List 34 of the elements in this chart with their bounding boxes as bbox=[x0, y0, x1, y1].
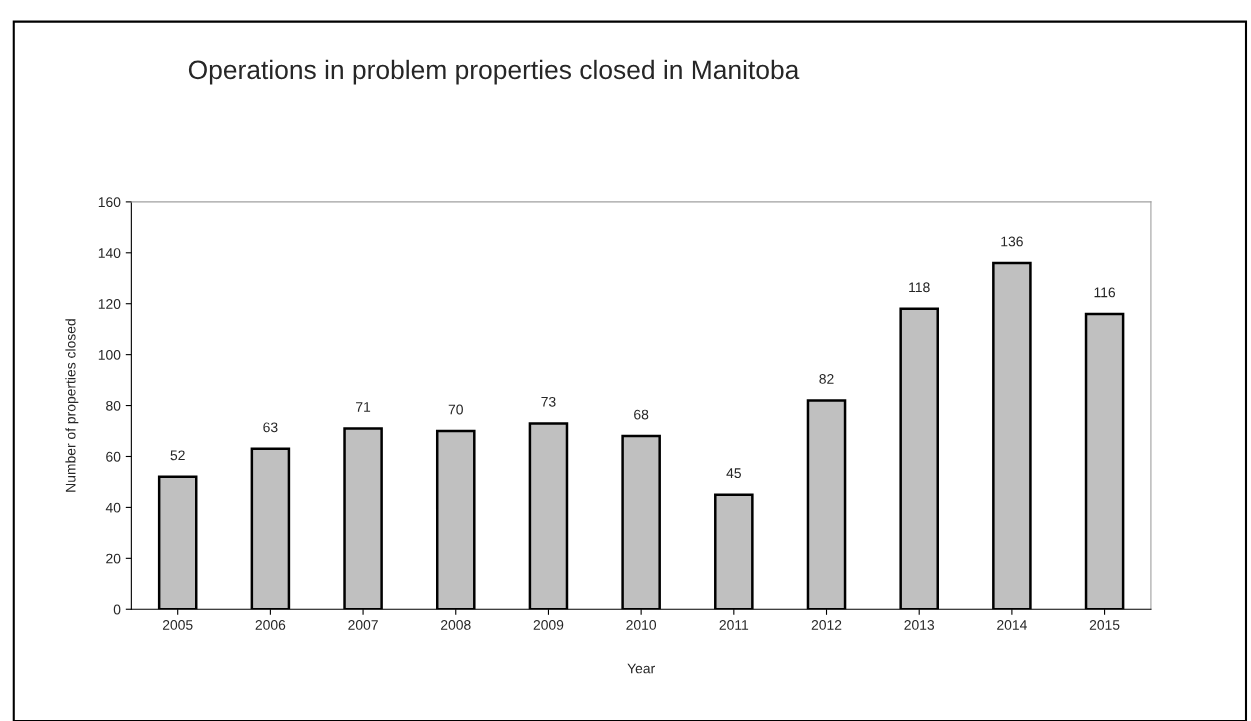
data-label: 45 bbox=[726, 468, 741, 479]
y-tick-label: 20 bbox=[106, 553, 121, 564]
data-label: 136 bbox=[1001, 236, 1023, 247]
y-axis-title: Number of properties closed bbox=[65, 319, 79, 492]
x-tick-label: 2009 bbox=[533, 620, 564, 630]
data-label: 68 bbox=[634, 409, 649, 420]
data-label: 63 bbox=[263, 422, 278, 433]
data-label: 71 bbox=[356, 402, 371, 412]
y-tick-label: 120 bbox=[98, 299, 121, 309]
x-tick-label: 2012 bbox=[811, 620, 842, 630]
data-label: 73 bbox=[541, 396, 556, 407]
x-tick-label: 2010 bbox=[626, 620, 657, 630]
x-tick-label: 2014 bbox=[997, 620, 1027, 630]
data-label: 52 bbox=[170, 450, 185, 461]
y-tick-label: 100 bbox=[98, 349, 121, 360]
y-tick-label: 0 bbox=[113, 604, 121, 615]
x-tick-label: 2005 bbox=[162, 620, 193, 630]
data-label: 82 bbox=[819, 374, 834, 384]
x-tick-label: 2013 bbox=[904, 620, 935, 630]
y-tick-label: 80 bbox=[106, 400, 121, 411]
y-tick-label: 60 bbox=[106, 451, 121, 462]
x-tick-label: 2006 bbox=[255, 620, 286, 630]
x-tick-label: 2007 bbox=[348, 620, 378, 630]
data-label: 118 bbox=[909, 282, 930, 293]
y-tick-label: 40 bbox=[105, 502, 121, 513]
chart-title: Operations in problem properties closed in Manitoba bbox=[188, 59, 800, 85]
data-label: 116 bbox=[1094, 287, 1116, 298]
x-tick-label: 2011 bbox=[719, 620, 749, 630]
x-tick-label: 2008 bbox=[441, 620, 471, 630]
x-tick-label: 2015 bbox=[1089, 620, 1120, 630]
y-tick-label: 160 bbox=[98, 197, 121, 208]
data-label: 70 bbox=[448, 404, 463, 415]
x-axis-title: Year bbox=[627, 663, 655, 674]
y-tick-label: 140 bbox=[98, 248, 121, 258]
